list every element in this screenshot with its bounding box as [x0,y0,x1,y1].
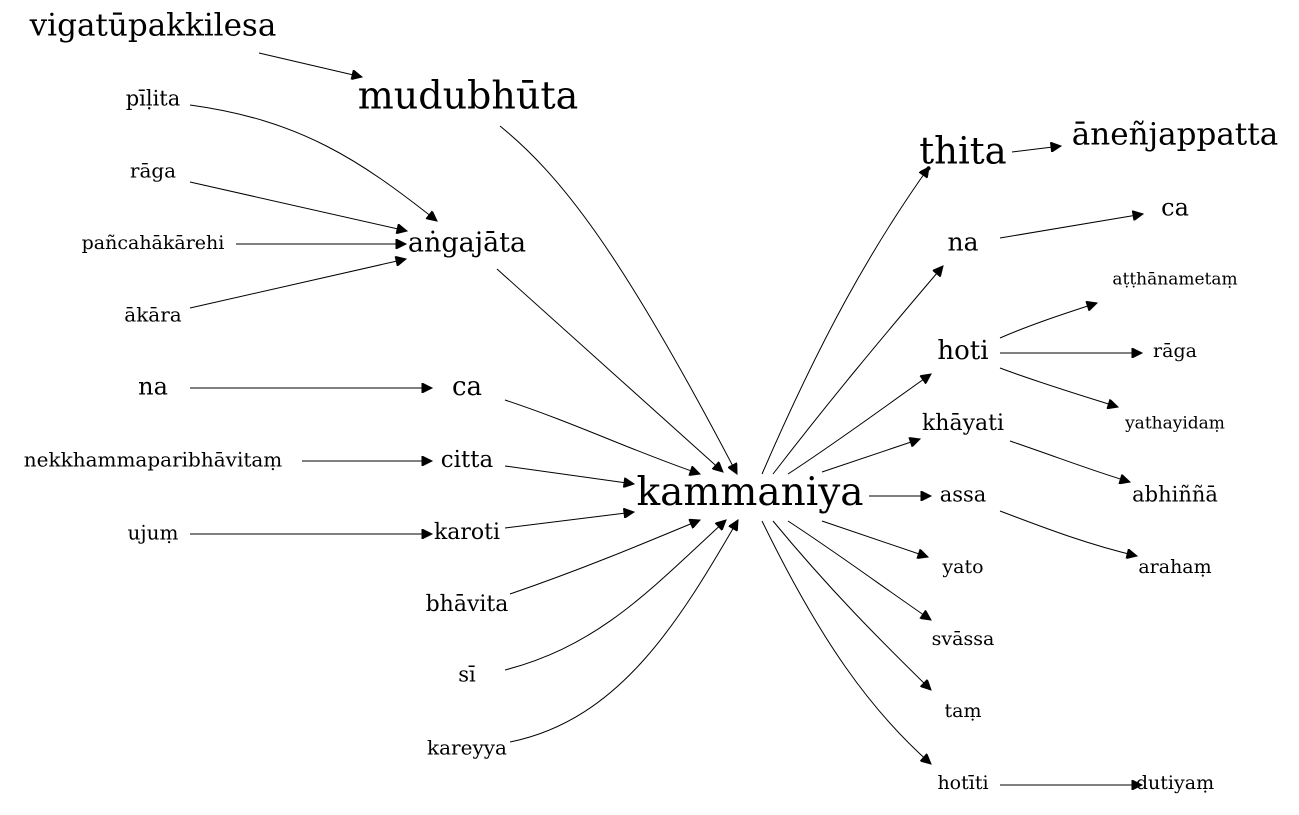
edge-hoti-yathayidam [999,367,1118,407]
edge-thita-anenjappatta [1011,146,1061,152]
edge-kammaniya-hoti [787,374,931,475]
node-svassa: svāssa [932,628,995,650]
edge-si-kammaniya [504,520,726,671]
node-hoti: hoti [937,336,988,366]
node-na-left: na [138,373,168,401]
edge-mudubhuta-kammaniya [499,125,737,474]
node-anenjappatta: āneñjappatta [1072,117,1278,153]
edge-pilita-angajata [189,104,437,221]
node-raga-right: rāga [1153,340,1197,362]
edge-hoti-atthanametam [999,303,1097,339]
node-vigatupakkilesa: vigatūpakkilesa [29,8,277,44]
edge-raga-angajata [189,181,407,231]
node-citta: citta [441,447,494,473]
node-atthanametam: aṭṭhānametaṃ [1112,270,1237,290]
node-ca-left: ca [452,372,482,402]
node-khayati: khāyati [922,411,1004,436]
edge-angajata-kammaniya [496,268,723,472]
edge-kammaniya-na [772,266,943,475]
edge-ca-kammaniya [504,399,700,474]
node-nekkhamma: nekkhammaparibhāvitaṃ [24,448,283,472]
node-raga-left: rāga [130,159,176,183]
edge-khayati-abhinna [1009,440,1130,482]
node-bhavita: bhāvita [426,592,509,617]
node-thita: ṭhita [919,130,1006,173]
node-tam: taṃ [945,700,982,722]
edge-kammaniya-tam [772,520,931,690]
node-dutiyam: dutiyaṃ [1136,772,1214,794]
node-assa: assa [940,483,987,507]
edge-kareyya-kammaniya [509,520,738,743]
edge-citta-kammaniya [504,465,634,484]
edge-kammaniya-thita [761,167,929,475]
node-yathayidam: yathayidaṃ [1124,414,1225,434]
edge-na-ca-right [999,214,1143,239]
edge-kammaniya-svassa [787,520,931,620]
node-hotiti: hotīti [937,772,988,794]
node-na-right: na [947,228,978,257]
edge-kammaniya-hotiti [761,520,931,764]
node-ujum: ujuṃ [128,521,179,545]
node-ca-right: ca [1161,194,1189,222]
node-yato: yato [941,556,983,578]
node-pilita: pīḷita [126,87,181,111]
node-pancahakarehi: pañcahākārehi [82,232,225,254]
edges [189,52,1143,785]
node-akara: ākāra [124,303,182,327]
edge-vigatupakkilesa-mudubhuta [258,52,362,77]
node-si: sī [458,663,476,687]
edge-karoti-kammaniya [504,512,634,529]
node-karoti: karoti [434,520,500,545]
node-angajata: aṅgajāta [408,228,526,259]
edge-akara-angajata [189,259,406,309]
node-abhinna: abhiññā [1132,483,1218,507]
node-kammaniya: kammaniya [637,470,864,515]
edge-assa-araham [999,510,1137,556]
node-mudubhuta: mudubhūta [358,74,579,118]
node-araham: arahaṃ [1138,556,1211,578]
edge-bhavita-kammaniya [509,520,700,595]
node-kareyya: kareyya [427,736,507,760]
edge-kammaniya-khayati [821,439,920,473]
edge-kammaniya-yato [821,520,928,557]
nodes: vigatūpakkilesa mudubhūta pīḷita rāga pa… [24,8,1278,795]
